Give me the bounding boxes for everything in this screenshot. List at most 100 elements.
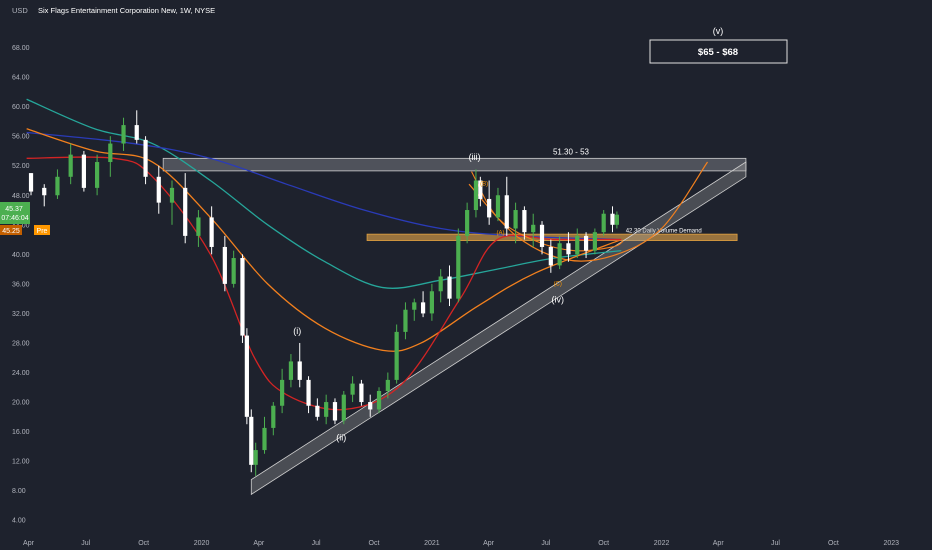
last-price-countdown: 07:46:04 [1, 215, 28, 222]
candle-body [495, 195, 501, 218]
candle-body [81, 154, 86, 188]
x-tick-label: Jul [312, 540, 321, 547]
candle-body [306, 379, 311, 406]
y-tick-label: 24.00 [12, 370, 30, 377]
sub-wave-label: (A) [496, 230, 504, 236]
candle-body [473, 180, 479, 211]
candle-body [262, 427, 267, 451]
candle-body [368, 402, 373, 410]
y-tick-label: 36.00 [12, 281, 30, 288]
candle-body [504, 195, 509, 229]
candle-body [169, 187, 175, 203]
x-tick-label: Oct [369, 540, 380, 547]
candle-body [222, 246, 227, 284]
x-tick-label: 2023 [883, 540, 899, 547]
moving-average-line [26, 131, 622, 241]
candle-body [280, 379, 285, 406]
x-tick-label: Apr [23, 540, 35, 547]
candle-body [271, 405, 276, 428]
candle-body [249, 416, 254, 465]
resistance-zone [162, 157, 747, 172]
candle-body [68, 154, 73, 177]
pre-price-badge [0, 225, 22, 235]
x-tick-label: Jul [541, 540, 550, 547]
candle-body [376, 390, 382, 410]
wave-labels: (i) (ii) (iii) (iv) (B) (A) (C) [293, 152, 564, 443]
chart-title: Six Flags Entertainment Corporation New,… [38, 6, 215, 15]
y-tick-label: 40.00 [12, 252, 30, 259]
x-tick-label: 2021 [424, 540, 440, 547]
candle-body [297, 361, 302, 380]
candle-body [412, 302, 417, 310]
x-tick-label: Apr [713, 540, 725, 547]
candle-body [531, 224, 536, 233]
moving-average-line [26, 98, 622, 289]
y-tick-label: 48.00 [12, 193, 30, 200]
y-tick-label: 56.00 [12, 134, 30, 141]
x-tick-label: Apr [483, 540, 495, 547]
candle-body [429, 291, 434, 314]
candle-body [394, 331, 399, 380]
support-channel [250, 161, 747, 496]
candle-body [244, 335, 249, 417]
wave-label: (iv) [551, 294, 564, 304]
y-tick-label: 4.00 [12, 518, 26, 525]
x-tick-label: Apr [253, 540, 265, 547]
candle-body [134, 125, 139, 140]
pre-label-badge [34, 225, 50, 235]
candle-body [108, 143, 113, 163]
wave-label: (ii) [336, 432, 346, 442]
last-price-value: 45.37 [5, 206, 23, 213]
y-tick-label: 52.00 [12, 163, 30, 170]
target-box-label: $65 - $68 [698, 47, 738, 58]
sub-wave-label: (C) [554, 281, 562, 287]
candle-body [95, 162, 100, 188]
candle-body [539, 224, 545, 247]
candle-body [487, 198, 492, 218]
y-tick-label: 12.00 [12, 459, 30, 466]
candle-body [583, 235, 589, 251]
candle-body [548, 246, 553, 266]
candle-body [315, 405, 320, 417]
last-price-badge [0, 202, 30, 224]
resistance-zone-label: 51.30 - 53 [553, 147, 590, 156]
candle-body [592, 232, 597, 251]
y-tick-label: 68.00 [12, 45, 30, 52]
wave-label: (iii) [469, 152, 481, 162]
candle-body [143, 139, 148, 177]
candle-body [610, 213, 615, 225]
candle-body [385, 379, 390, 391]
y-tick-label: 8.00 [12, 488, 26, 495]
candle-body [601, 213, 606, 233]
candle-body [121, 125, 126, 144]
candle-body [566, 243, 571, 255]
wave-label: (i) [293, 326, 301, 336]
candle-body [332, 402, 338, 421]
candles [28, 110, 620, 476]
x-tick-label: 2022 [654, 540, 670, 547]
candle-body [614, 214, 620, 225]
candle-body [196, 217, 201, 236]
x-tick-label: 2020 [194, 540, 210, 547]
moving-averages [26, 98, 622, 411]
y-tick-label: 28.00 [12, 340, 30, 347]
sub-wave-label: (B) [480, 182, 488, 188]
x-tick-label: Jul [81, 540, 90, 547]
candle-body [253, 450, 258, 465]
candle-body [359, 383, 364, 403]
x-axis[interactable]: Apr Jul Oct 2020 Apr Jul Oct 2021 Apr Jul Oct 2022 A… [23, 540, 899, 547]
target-wave-label: (v) [713, 26, 724, 36]
candle-body [438, 276, 443, 292]
candle-body [28, 173, 34, 192]
candle-body [55, 176, 60, 196]
candle-body [341, 394, 346, 421]
candle-body [156, 176, 161, 203]
y-tick-label: 32.00 [12, 311, 30, 318]
moving-average-line [26, 128, 622, 352]
y-axis[interactable]: 4.00 8.00 12.00 16.00 20.00 24.00 28.00 32.00 36… [12, 45, 30, 525]
y-tick-label: 16.00 [12, 429, 30, 436]
candle-body [240, 258, 245, 336]
candle-body [513, 210, 518, 229]
moving-average-line [26, 156, 622, 411]
